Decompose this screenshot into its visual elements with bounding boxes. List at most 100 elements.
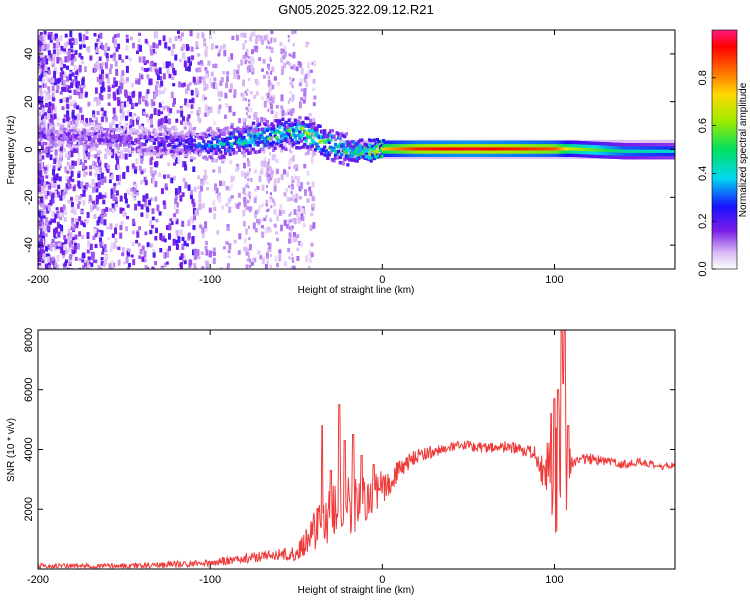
spectrogram-cell xyxy=(246,69,249,73)
spectrogram-cell xyxy=(53,232,57,238)
spectrogram-cell xyxy=(101,81,105,89)
spectrogram-cell xyxy=(39,215,43,219)
spectrogram-cell xyxy=(182,134,186,138)
spectrogram-cell xyxy=(295,193,299,199)
spectrogram-cell xyxy=(53,177,57,183)
spectrogram-cell xyxy=(103,194,107,199)
spectrogram-cell xyxy=(180,130,184,134)
spectrogram-cell xyxy=(153,170,157,175)
spectrogram-cell xyxy=(154,181,158,188)
spectrogram-cell xyxy=(39,253,42,259)
spectrogram-cell xyxy=(103,128,107,132)
spectrogram-cell xyxy=(214,151,218,155)
spectrogram-cell xyxy=(70,42,74,49)
spectrogram-cell xyxy=(622,155,626,160)
spectrogram-cell xyxy=(186,145,190,149)
spectrogram-cell xyxy=(48,78,52,83)
spectrogram-cell xyxy=(110,260,114,268)
spectrogram-cell xyxy=(215,158,218,163)
spectrogram-cell xyxy=(115,164,119,170)
spectrogram-cell xyxy=(278,119,282,123)
spectrogram-cell xyxy=(151,49,155,54)
spectrogram-cell xyxy=(181,236,185,241)
spectrogram-cell xyxy=(312,203,316,208)
spectrogram-cell xyxy=(169,218,173,222)
spectrogram-cell xyxy=(208,207,212,213)
spectrogram-cell xyxy=(182,116,185,122)
spectrogram-cell xyxy=(272,124,276,128)
spectrogram-cell xyxy=(133,113,137,117)
spectrogram-cell xyxy=(72,147,76,153)
spectrogram-cell xyxy=(149,197,153,201)
spectrogram-cell xyxy=(254,188,257,192)
spectrogram-cell xyxy=(267,72,270,76)
spectrogram-cell xyxy=(307,132,311,136)
spectrogram-cell xyxy=(295,128,299,133)
spectrogram-cell xyxy=(224,92,228,99)
spectrogram-cell xyxy=(527,147,531,151)
spectrogram-cell xyxy=(141,148,145,152)
spectrogram-cell xyxy=(330,129,334,133)
spectrogram-cell xyxy=(152,101,156,106)
spectrogram-cell xyxy=(279,143,283,148)
spectrogram-cell xyxy=(248,191,251,195)
spectrogram-cell xyxy=(174,198,178,205)
spectrogram-cell xyxy=(637,156,641,160)
spectrogram-cell xyxy=(288,238,291,244)
spectrogram-cell xyxy=(172,83,176,87)
spectrogram-cell xyxy=(130,116,134,120)
spectrogram-cell xyxy=(131,230,135,235)
spectrogram-cell xyxy=(47,32,51,37)
y-tick-label: 20 xyxy=(23,96,35,108)
spectrogram-cell xyxy=(45,220,49,226)
spectrogram-cell xyxy=(180,32,184,37)
spectrogram-cell xyxy=(527,153,531,157)
spectrogram-cell xyxy=(273,114,277,118)
spectrogram-cell xyxy=(277,177,280,183)
spectrogram-cell xyxy=(60,207,63,212)
spectrogram-cell xyxy=(276,237,279,242)
spectrogram-cell xyxy=(225,203,229,207)
spectrogram-cell xyxy=(75,224,79,229)
spectrogram-cell xyxy=(51,192,55,199)
spectrogram-cell xyxy=(230,53,234,60)
spectrogram-cell xyxy=(107,139,111,143)
spectrogram-cell xyxy=(66,103,70,110)
spectrogram-cell xyxy=(44,65,48,71)
spectrogram-cell xyxy=(66,161,70,166)
spectrogram-cell xyxy=(103,140,107,145)
spectrogram-cell xyxy=(61,212,65,218)
spectrogram-cell xyxy=(204,96,207,100)
spectrogram-cell xyxy=(589,151,593,155)
spectrogram-cell xyxy=(261,257,265,265)
spectrogram-cell xyxy=(159,76,163,81)
spectrogram-cell xyxy=(210,156,214,160)
spectrogram-cell xyxy=(87,152,91,157)
spectrogram-cell xyxy=(201,203,205,209)
spectrogram-cell xyxy=(169,149,173,154)
spectrogram-cell xyxy=(231,132,235,136)
spectrogram-cell xyxy=(294,198,298,203)
spectrogram-cell xyxy=(247,142,251,146)
spectrogram-cell xyxy=(202,139,206,144)
spectrogram-cell xyxy=(45,175,49,179)
spectrogram-cell xyxy=(205,240,208,246)
spectrogram-cell xyxy=(380,152,384,157)
spectrogram-cell xyxy=(263,217,267,222)
spectrogram-cell xyxy=(118,88,122,94)
spectrogram-cell xyxy=(38,65,42,72)
spectrogram-cell xyxy=(242,79,245,87)
spectrogram-cell xyxy=(173,162,177,166)
spectrogram-cell xyxy=(53,246,57,251)
spectrogram-cell xyxy=(301,126,305,130)
spectrogram-cell xyxy=(242,187,246,195)
spectrogram-cell xyxy=(71,160,75,166)
spectrogram-cell xyxy=(263,160,267,168)
spectrogram-cell xyxy=(144,265,148,269)
spectrogram-cell xyxy=(256,186,260,190)
spectrogram-cell xyxy=(251,57,255,64)
spectrogram-cell xyxy=(372,138,376,142)
spectrogram-cell xyxy=(75,146,79,154)
spectrogram-cell xyxy=(134,169,137,174)
spectrogram-cell xyxy=(182,52,185,59)
